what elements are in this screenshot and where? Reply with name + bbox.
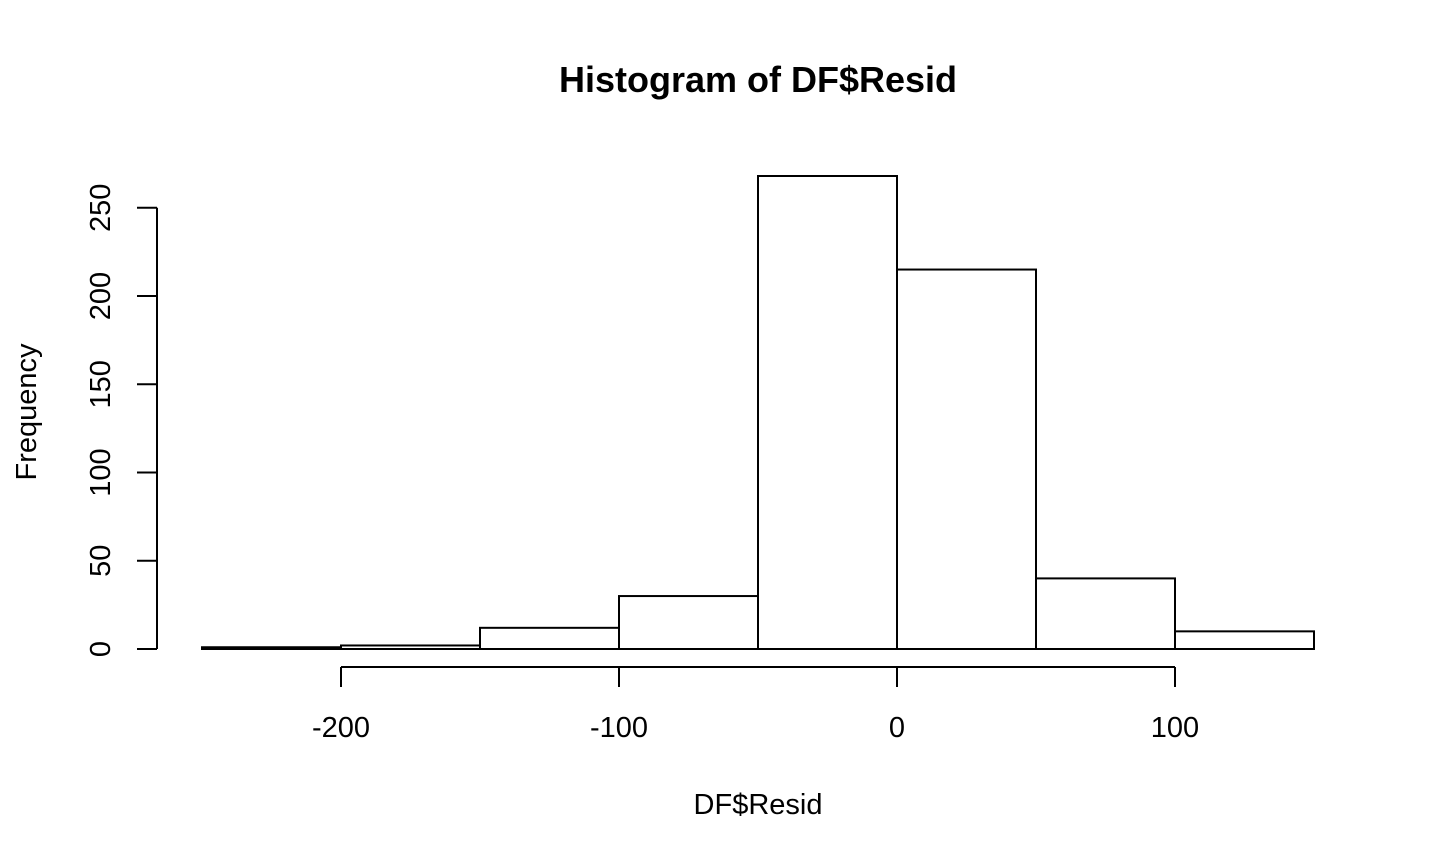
y-axis-title: Frequency — [11, 343, 43, 481]
histogram-bar — [896, 268, 1037, 650]
y-tick-label: 150 — [85, 360, 117, 408]
x-tick-label: -200 — [312, 712, 370, 744]
histogram-bar — [340, 644, 481, 651]
histogram-bars — [201, 175, 1315, 651]
histogram-bar — [1035, 577, 1176, 651]
x-axis: -200 -100 0 100 — [312, 666, 1199, 744]
y-axis: 0 50 100 150 200 250 — [85, 184, 158, 657]
x-tick-label: -100 — [590, 712, 648, 744]
x-tick-label: 100 — [1151, 712, 1199, 744]
y-tick-label: 50 — [85, 545, 117, 577]
histogram-bar — [479, 626, 620, 651]
histogram-bar — [757, 175, 898, 650]
y-tick-label: 250 — [85, 184, 117, 232]
y-tick-label: 200 — [85, 272, 117, 320]
x-tick-label: 0 — [889, 712, 905, 744]
y-tick-label: 0 — [85, 641, 117, 657]
histogram-bar — [1174, 630, 1315, 651]
y-tick-label: 100 — [85, 448, 117, 496]
chart-title: Histogram of DF$Resid — [559, 59, 957, 100]
histogram-bar — [618, 595, 759, 651]
histogram-bar — [201, 646, 342, 650]
x-axis-title: DF$Resid — [694, 789, 823, 821]
